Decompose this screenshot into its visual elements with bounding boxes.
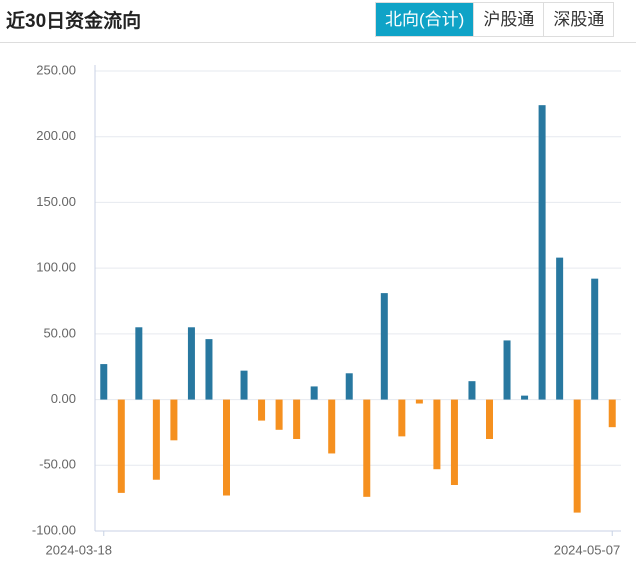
y-tick-label: 50.00 <box>43 325 76 340</box>
bar <box>187 327 195 400</box>
bar <box>538 105 546 400</box>
bar <box>591 278 599 400</box>
y-tick-label: 100.00 <box>36 260 76 275</box>
bar <box>310 386 318 400</box>
bar <box>117 399 125 493</box>
bar <box>170 399 178 441</box>
bar <box>468 381 476 400</box>
bar <box>363 399 371 497</box>
bar <box>450 399 458 485</box>
bar <box>503 340 511 400</box>
y-tick-label: 200.00 <box>36 128 76 143</box>
bar <box>486 399 493 439</box>
y-tick-label: -50.00 <box>39 457 76 472</box>
tab[interactable]: 沪股通 <box>473 3 543 36</box>
x-tick-label: 2024-05-07 <box>554 542 621 557</box>
bar <box>608 399 616 428</box>
y-tick-label: 250.00 <box>36 62 76 77</box>
y-tick-label: 0.00 <box>51 391 76 406</box>
chart-title: 近30日资金流向 <box>6 11 142 32</box>
bar <box>398 399 406 437</box>
bar <box>380 293 388 400</box>
bar <box>258 399 266 421</box>
bar <box>152 399 160 480</box>
bar <box>293 399 301 439</box>
bar <box>573 399 581 513</box>
tabs: 北向(合计) 沪股通 深股通 <box>375 2 615 37</box>
bar <box>433 399 441 470</box>
y-tick-label: -100.00 <box>32 522 76 537</box>
bar <box>275 399 283 430</box>
x-tick-label: 2024-03-18 <box>46 542 113 557</box>
y-tick-label: 150.00 <box>36 194 76 209</box>
bar <box>328 399 336 454</box>
bar <box>135 327 143 400</box>
header: 近30日资金流向 北向(合计) 沪股通 深股通 <box>0 0 636 43</box>
bar <box>223 399 230 496</box>
bar <box>205 339 213 400</box>
chart: -100.00 -50.00 0.00 50.00 100.00 150.00 200.00… <box>32 62 621 557</box>
bar <box>345 373 353 400</box>
bar <box>521 395 529 400</box>
bar <box>556 257 564 400</box>
tab[interactable]: 深股通 <box>543 3 613 36</box>
bar <box>100 364 108 400</box>
bar <box>415 399 423 404</box>
bar <box>240 370 248 400</box>
tab[interactable]: 北向(合计) <box>376 3 474 36</box>
